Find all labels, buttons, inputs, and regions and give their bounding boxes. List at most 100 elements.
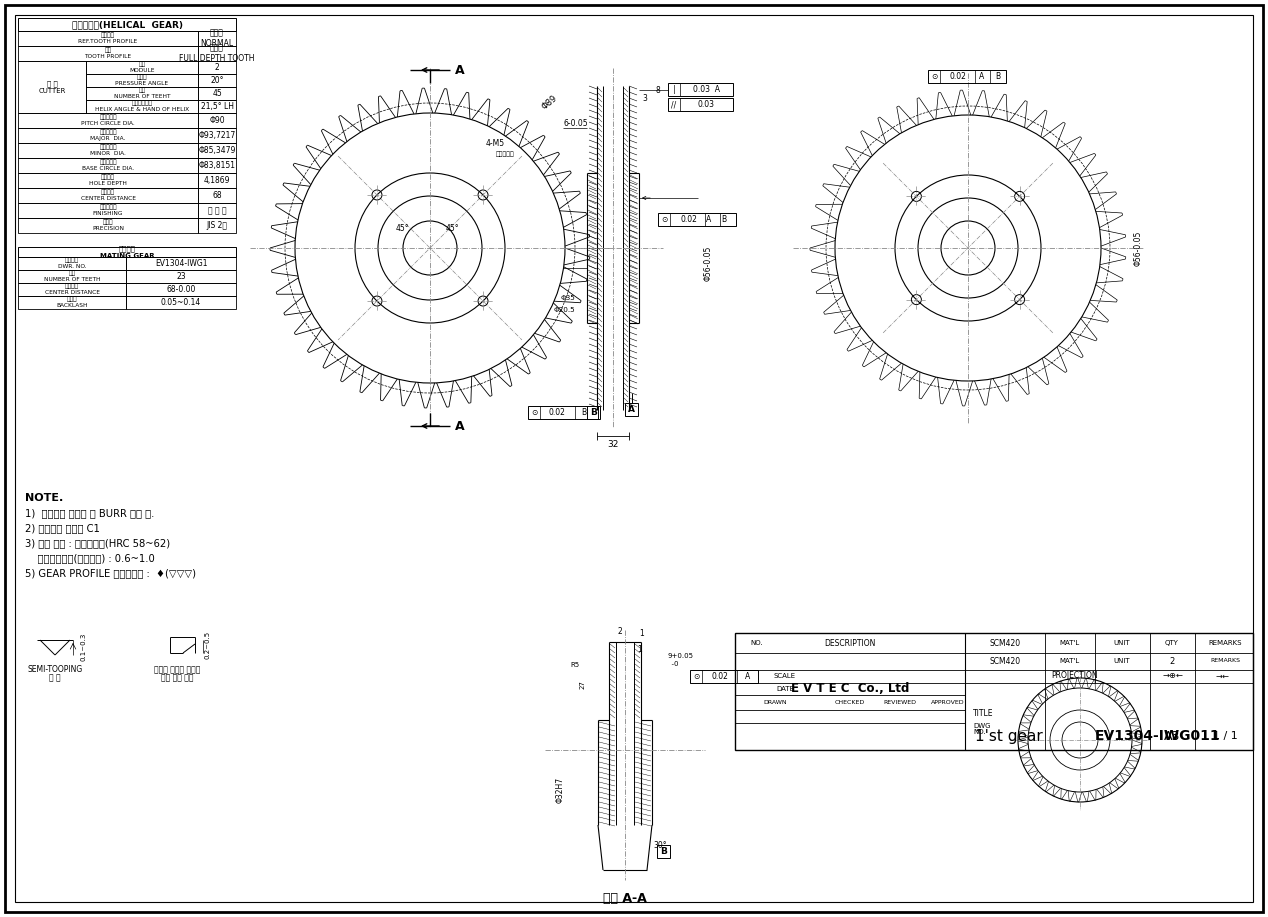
Bar	[668, 98, 733, 111]
Bar	[198, 113, 236, 128]
Text: UNIT: UNIT	[1113, 640, 1130, 646]
Text: 1: 1	[639, 629, 644, 638]
Bar	[18, 46, 198, 61]
Text: 압력각
PRESSURE ANGLE: 압력각 PRESSURE ANGLE	[115, 75, 169, 86]
Text: 이뿌리지름
MINOR  DIA.: 이뿌리지름 MINOR DIA.	[90, 145, 126, 156]
Text: Φ93,7217: Φ93,7217	[198, 131, 236, 140]
Text: 헬리컬치차(HELICAL  GEAR): 헬리컬치차(HELICAL GEAR)	[71, 20, 183, 29]
Bar	[18, 270, 126, 283]
Text: MAT'L: MAT'L	[1060, 640, 1080, 646]
Text: 5) GEAR PROFILE 표면거칠기 :  ♦(▽▽▽): 5) GEAR PROFILE 표면거칠기 : ♦(▽▽▽)	[25, 568, 197, 578]
Text: 참조치형
REF.TOOTH PROFILE: 참조치형 REF.TOOTH PROFILE	[79, 33, 138, 44]
Text: TITLE: TITLE	[973, 709, 994, 717]
Text: A: A	[455, 63, 465, 76]
Text: JIS 2급: JIS 2급	[207, 221, 227, 230]
Text: ⊙: ⊙	[661, 215, 667, 224]
Bar	[86, 87, 198, 100]
Text: 짝통치차
MATING GEAR: 짝통치차 MATING GEAR	[100, 245, 155, 259]
Bar	[86, 74, 198, 87]
Bar	[198, 46, 236, 61]
Text: B: B	[661, 847, 667, 856]
Bar	[86, 61, 198, 74]
Text: 68: 68	[212, 191, 222, 200]
Bar	[18, 31, 198, 46]
Text: 헬리컬 기어의 예각부: 헬리컬 기어의 예각부	[153, 666, 200, 675]
Bar	[198, 100, 236, 113]
Text: A3: A3	[1164, 730, 1181, 743]
Text: 중심거리
CENTER DISTANCE: 중심거리 CENTER DISTANCE	[44, 283, 99, 295]
Text: 기초원지름
BASE CIRCLE DIA.: 기초원지름 BASE CIRCLE DIA.	[82, 160, 134, 171]
Text: DESCRIPTION: DESCRIPTION	[824, 638, 876, 647]
Text: 커 터
CUTTER: 커 터 CUTTER	[38, 80, 66, 94]
Text: 0.1~0.3: 0.1~0.3	[80, 633, 86, 661]
Text: Φ56-0.05: Φ56-0.05	[1134, 230, 1142, 266]
Text: 전치길이
HOLE DEPTH: 전치길이 HOLE DEPTH	[89, 175, 127, 186]
Bar	[18, 173, 198, 188]
Text: 32: 32	[607, 439, 619, 448]
Bar	[735, 633, 1253, 750]
Text: NO.: NO.	[751, 640, 763, 646]
Text: R5: R5	[571, 662, 579, 668]
Text: DRAWN: DRAWN	[763, 700, 787, 704]
Bar	[198, 87, 236, 100]
Text: 백래쉬
BACKLASH: 백래쉬 BACKLASH	[56, 297, 87, 308]
Text: 3: 3	[643, 94, 648, 103]
Text: 단면 A-A: 단면 A-A	[604, 891, 647, 904]
Text: A: A	[628, 405, 635, 414]
Bar	[18, 113, 198, 128]
Text: 8: 8	[656, 85, 661, 94]
Bar	[18, 283, 126, 296]
Text: 4,1869: 4,1869	[204, 176, 231, 185]
Text: SEMI-TOOPING: SEMI-TOOPING	[28, 666, 82, 675]
Bar	[198, 31, 236, 46]
Text: DWG: DWG	[973, 723, 990, 729]
Text: 2: 2	[1169, 657, 1174, 666]
Text: 유호침탄깊이(치연삭후) : 0.6~1.0: 유호침탄깊이(치연삭후) : 0.6~1.0	[25, 553, 155, 563]
Bar	[198, 188, 236, 203]
Text: Φ20.5: Φ20.5	[553, 307, 574, 313]
Text: 6-0.05: 6-0.05	[563, 118, 587, 127]
Text: 치 연 삭: 치 연 삭	[208, 206, 226, 215]
Text: 치형
TOOTH PROFILE: 치형 TOOTH PROFILE	[85, 48, 132, 60]
Text: REMARKS: REMARKS	[1208, 640, 1241, 646]
Bar	[198, 61, 236, 74]
Text: A: A	[979, 72, 985, 81]
Bar	[198, 143, 236, 158]
Bar	[690, 670, 758, 683]
Bar	[18, 143, 198, 158]
Text: 잇수
NUMBER OF TEEHT: 잇수 NUMBER OF TEEHT	[114, 88, 170, 99]
Bar	[126, 270, 236, 283]
Text: 45°: 45°	[396, 224, 408, 233]
Bar	[18, 18, 236, 31]
Bar	[86, 100, 198, 113]
Text: UNIT: UNIT	[1113, 658, 1130, 664]
Text: 2: 2	[618, 627, 623, 636]
Text: //: //	[671, 100, 677, 109]
Text: 21,5° LH: 21,5° LH	[200, 102, 233, 111]
Bar	[126, 283, 236, 296]
Bar	[198, 128, 236, 143]
Text: 0.02: 0.02	[549, 408, 566, 417]
Text: 중심거리
CENTER DISTANCE: 중심거리 CENTER DISTANCE	[80, 190, 136, 201]
Bar	[198, 173, 236, 188]
Text: 9+0.05
  -0: 9+0.05 -0	[667, 654, 694, 667]
Bar	[198, 158, 236, 173]
Text: 전치형
FULL DEPTH TOOTH: 전치형 FULL DEPTH TOOTH	[179, 44, 255, 63]
Text: Φ56-0.05: Φ56-0.05	[704, 246, 713, 281]
Text: →⊕←: →⊕←	[1163, 671, 1183, 680]
Text: 0.03  A: 0.03 A	[692, 85, 719, 94]
Text: E V T E C  Co., Ltd: E V T E C Co., Ltd	[791, 682, 909, 695]
Text: EV1304-IWG011: EV1304-IWG011	[1096, 729, 1221, 743]
Text: REVIEWED: REVIEWED	[884, 700, 917, 704]
Bar	[657, 845, 670, 858]
Text: 23: 23	[176, 272, 186, 281]
Text: 할 것: 할 것	[49, 673, 61, 682]
Text: NOTE.: NOTE.	[25, 493, 63, 503]
Text: APPROVED: APPROVED	[931, 700, 965, 704]
Text: 0.05~0.14: 0.05~0.14	[161, 298, 202, 307]
Text: ⊙: ⊙	[931, 72, 937, 81]
Text: 1'st gear: 1'st gear	[975, 728, 1042, 744]
Text: |: |	[673, 85, 676, 94]
Text: Φ85,3479: Φ85,3479	[198, 146, 236, 155]
Text: EV1304-IWG1: EV1304-IWG1	[155, 259, 207, 268]
